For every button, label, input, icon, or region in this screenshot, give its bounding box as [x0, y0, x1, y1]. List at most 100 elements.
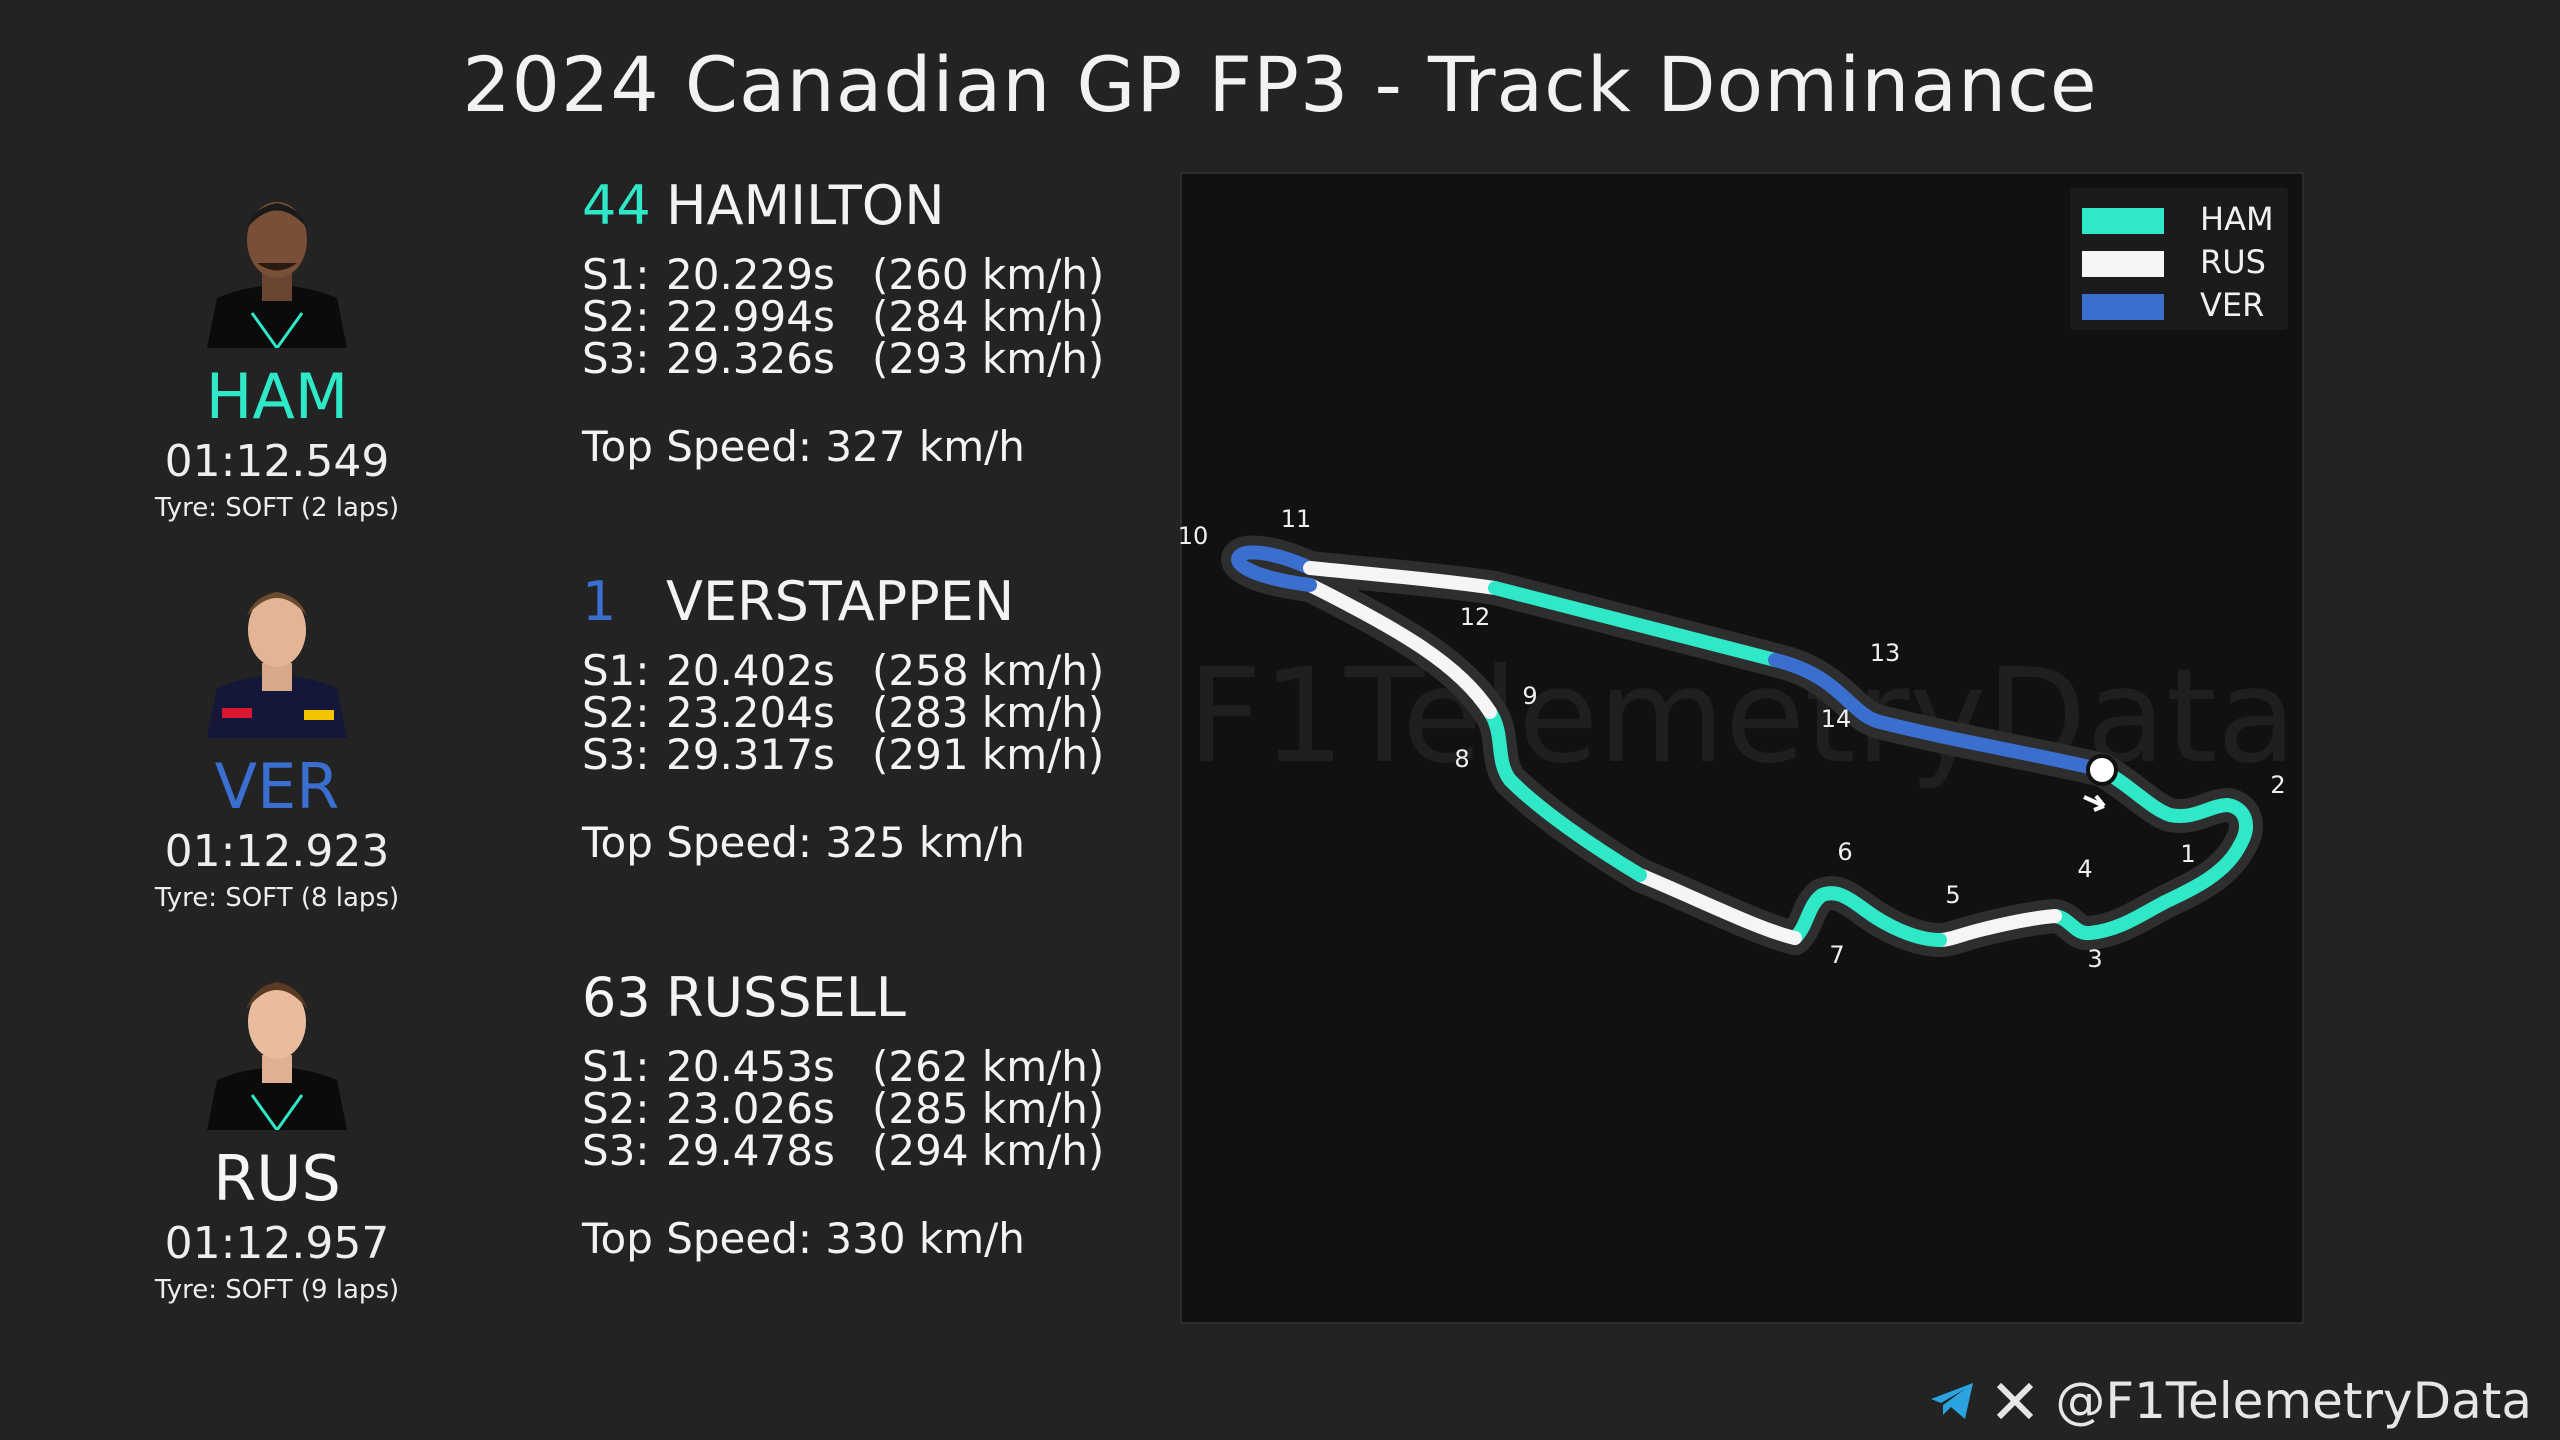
sector-label: S3: — [582, 334, 650, 383]
sector-label: S2: — [582, 688, 650, 737]
corner-label: 10 — [1178, 522, 1209, 550]
sector-label: S3: — [582, 1126, 650, 1175]
sector-label: S2: — [582, 292, 650, 341]
sector-label: S3: — [582, 730, 650, 779]
legend-item-ham: HAM — [2082, 198, 2282, 238]
driver-name-ham: HAMILTON — [666, 174, 945, 237]
driver-laptime-ham: 01:12.549 — [164, 436, 390, 487]
driver-stats-rus: 63 RUSSELL S1: 20.453s (262 km/h) S2: 23.026… — [582, 968, 1182, 1264]
track-segment-ham — [2083, 763, 2253, 940]
legend-swatch-rus — [2082, 251, 2164, 277]
track-segment-rus — [1633, 868, 1802, 945]
sector-speed: (260 km/h) — [872, 250, 1105, 299]
track-segment-ham — [1488, 581, 1782, 667]
sector-speed: (258 km/h) — [872, 646, 1105, 695]
track-outline — [1473, 695, 1657, 892]
corner-label: 2 — [2270, 771, 2285, 799]
sector-row: S3: 29.326s (293 km/h) — [582, 338, 1182, 380]
driver-card-ham: HAM 01:12.549 Tyre: SOFT (2 laps) — [112, 178, 442, 524]
track-segment-rus — [1933, 909, 2062, 947]
sector-time: 22.994s — [666, 292, 835, 341]
legend-item-ver: VER — [2082, 284, 2282, 324]
driver-tyre-ham: Tyre: SOFT (2 laps) — [154, 493, 400, 523]
driver-name-rus: RUSSELL — [666, 966, 906, 1029]
driver-number-ver: 1 — [582, 570, 617, 633]
chart-legend: HAM RUS VER — [2070, 188, 2288, 330]
corner-label: 14 — [1821, 705, 1852, 733]
footer-handle[interactable]: @F1TelemetryData — [2055, 1372, 2532, 1430]
sector-time: 29.478s — [666, 1126, 835, 1175]
footer: @F1TelemetryData — [1929, 1372, 2532, 1430]
sector-row: S2: 23.204s (283 km/h) — [582, 692, 1182, 734]
corner-label: 11 — [1281, 505, 1312, 533]
sector-speed: (291 km/h) — [872, 730, 1105, 779]
track-map-panel — [1180, 172, 2304, 1324]
driver-avatar-rus — [207, 982, 347, 1130]
corner-label: 4 — [2077, 855, 2092, 883]
sector-row: S1: 20.453s (262 km/h) — [582, 1046, 1182, 1088]
legend-label-ham: HAM — [2200, 200, 2274, 238]
driver-tyre-ver: Tyre: SOFT (8 laps) — [154, 883, 400, 913]
top-speed-ver: Top Speed: 325 km/h — [582, 818, 1025, 867]
track-segment-ver — [1768, 653, 2109, 777]
sector-row: S1: 20.229s (260 km/h) — [582, 254, 1182, 296]
track-segment-ham — [1788, 886, 1947, 947]
direction-arrow-icon — [2083, 794, 2106, 812]
corner-label: 7 — [1829, 941, 1844, 969]
driver-avatar-ham — [207, 202, 347, 348]
sector-speed: (262 km/h) — [872, 1042, 1105, 1091]
driver-laptime-ver: 01:12.923 — [164, 826, 390, 877]
sector-label: S1: — [582, 646, 650, 695]
corner-label: 9 — [1522, 682, 1537, 710]
sector-row: S2: 22.994s (284 km/h) — [582, 296, 1182, 338]
telegram-icon[interactable] — [1929, 1381, 1975, 1421]
track-segment-ham — [1483, 705, 1647, 882]
legend-swatch-ver — [2082, 294, 2164, 320]
legend-item-rus: RUS — [2082, 241, 2282, 281]
sector-speed: (285 km/h) — [872, 1084, 1105, 1133]
sector-row: S3: 29.317s (291 km/h) — [582, 734, 1182, 776]
sector-speed: (294 km/h) — [872, 1126, 1105, 1175]
corner-label: 13 — [1870, 639, 1901, 667]
track-segment-ver — [1231, 545, 1317, 592]
sector-row: S2: 23.026s (285 km/h) — [582, 1088, 1182, 1130]
corner-label: 8 — [1454, 745, 1469, 773]
sector-speed: (293 km/h) — [872, 334, 1105, 383]
page-title: 2024 Canadian GP FP3 - Track Dominance — [462, 40, 2098, 129]
sector-time: 29.326s — [666, 334, 835, 383]
driver-name-ver: VERSTAPPEN — [666, 570, 1015, 633]
driver-card-ver: VER 01:12.923 Tyre: SOFT (8 laps) — [112, 568, 442, 914]
sector-time: 20.229s — [666, 250, 835, 299]
sector-label: S1: — [582, 250, 650, 299]
corner-label: 1 — [2180, 840, 2195, 868]
sector-time: 29.317s — [666, 730, 835, 779]
driver-avatar-ver — [207, 592, 347, 738]
x-logo-icon[interactable] — [1995, 1381, 2035, 1421]
legend-label-rus: RUS — [2200, 243, 2266, 281]
driver-number-rus: 63 — [582, 966, 651, 1029]
start-finish-marker — [2086, 754, 2118, 786]
driver-number-ham: 44 — [582, 174, 651, 237]
legend-label-ver: VER — [2200, 286, 2265, 324]
sector-row: S3: 29.478s (294 km/h) — [582, 1130, 1182, 1172]
legend-swatch-ham — [2082, 208, 2164, 234]
driver-tyre-rus: Tyre: SOFT (9 laps) — [154, 1275, 400, 1305]
corner-label: 5 — [1945, 881, 1960, 909]
driver-abbr-ver: VER — [214, 750, 340, 823]
driver-laptime-rus: 01:12.957 — [164, 1218, 390, 1269]
corner-label: 12 — [1460, 603, 1491, 631]
corner-label: 6 — [1837, 838, 1852, 866]
track-segment-rus — [1303, 561, 1502, 595]
driver-card-rus: RUS 01:12.957 Tyre: SOFT (9 laps) — [112, 960, 442, 1306]
driver-heading-ver: 1 VERSTAPPEN — [582, 572, 1182, 632]
sector-time: 20.453s — [666, 1042, 835, 1091]
sector-time: 23.026s — [666, 1084, 835, 1133]
sector-label: S1: — [582, 1042, 650, 1091]
driver-abbr-ham: HAM — [205, 360, 349, 433]
track-segment-rus — [1303, 578, 1497, 719]
driver-abbr-rus: RUS — [213, 1142, 341, 1215]
top-speed-rus: Top Speed: 330 km/h — [582, 1214, 1025, 1263]
sector-time: 20.402s — [666, 646, 835, 695]
driver-heading-rus: 63 RUSSELL — [582, 968, 1182, 1028]
